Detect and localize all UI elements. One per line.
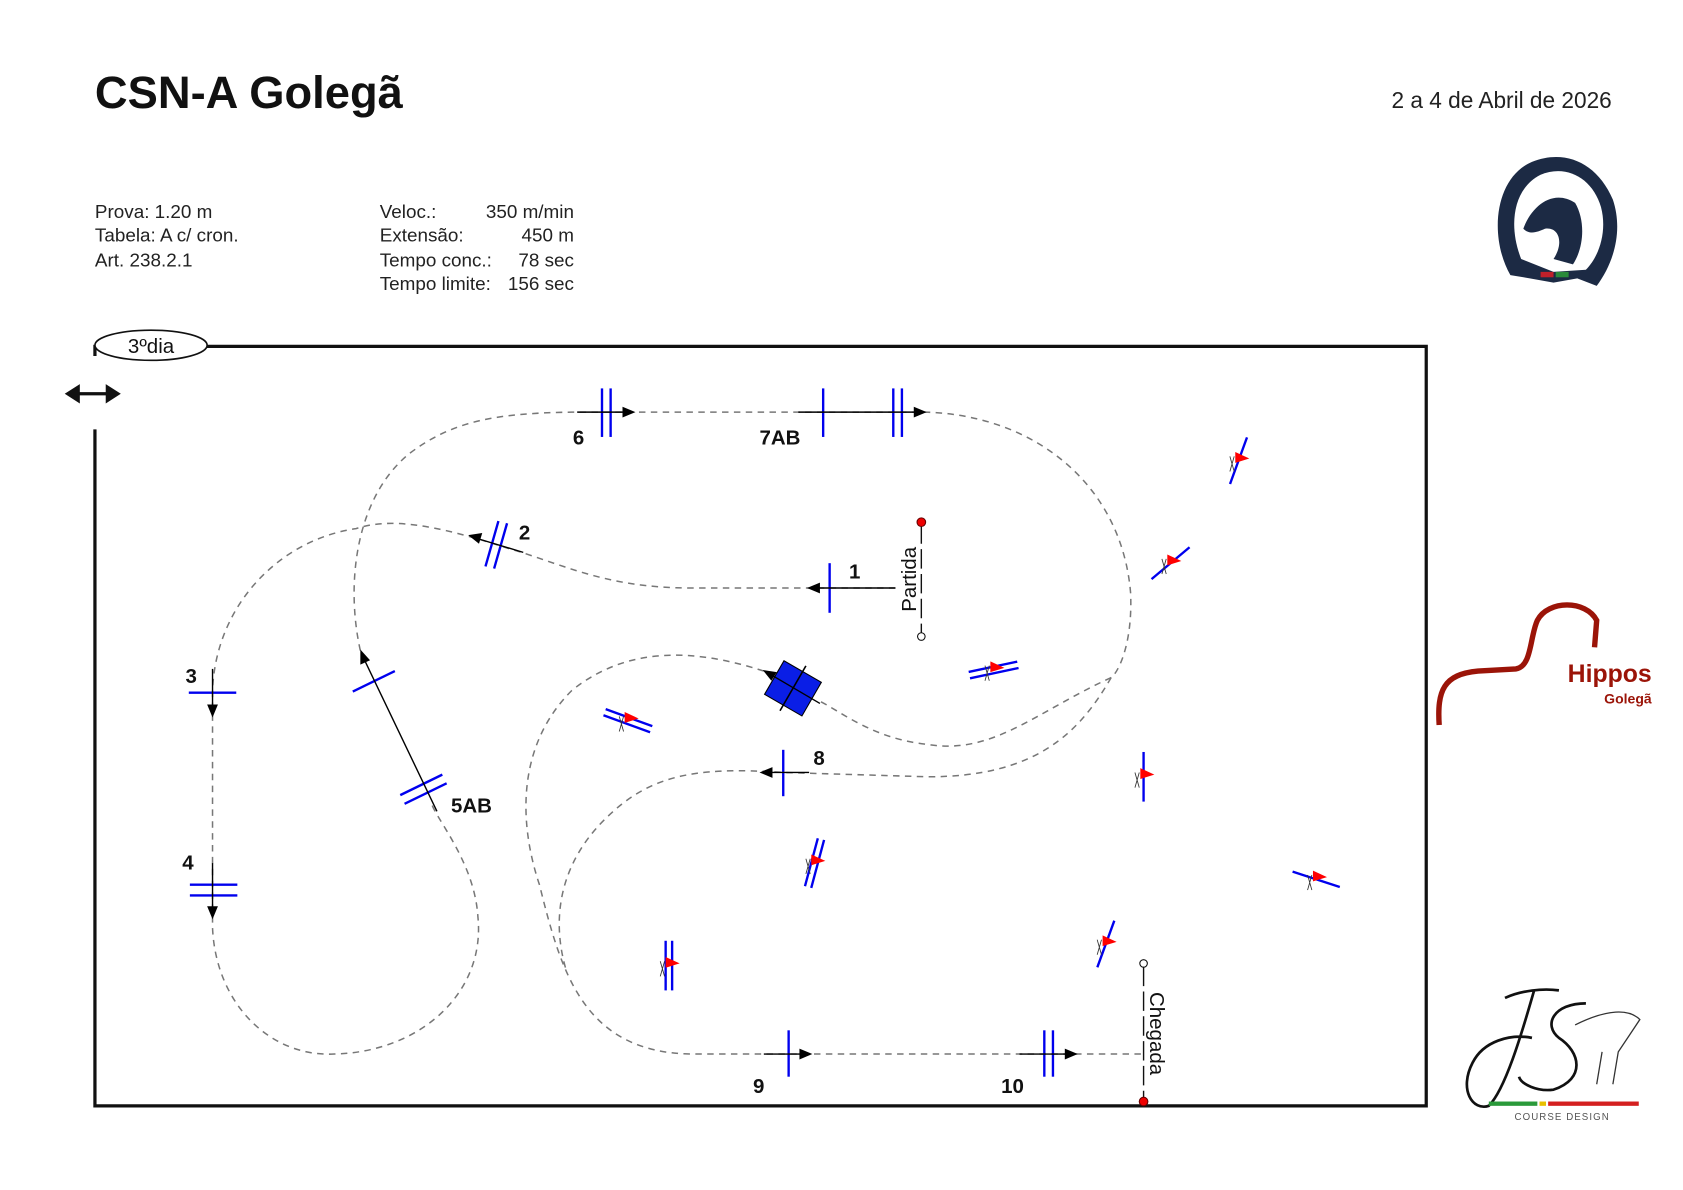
- hippos-subtitle: Golegã: [1604, 690, 1652, 706]
- spare-fences: [603, 436, 1341, 991]
- fence-2: 2: [468, 520, 530, 569]
- hippos-logo: Hippos Golegã: [1436, 602, 1652, 726]
- info-value: 78 sec: [518, 249, 574, 270]
- day-label: 3ºdia: [128, 335, 175, 358]
- finish-line: Chegada: [1138, 959, 1168, 1107]
- info-value: 450 m: [522, 225, 574, 246]
- flag-stand-icon: [659, 961, 665, 977]
- fence-7ab: 7AB: [760, 388, 927, 450]
- flag-stand-icon: [1161, 558, 1167, 575]
- fence-label: 4: [182, 852, 194, 875]
- fence-label: 7AB: [760, 427, 801, 450]
- flag-stand-icon: [805, 858, 811, 875]
- flag-stand-icon: [984, 665, 990, 681]
- info-label: Extensão:: [380, 225, 464, 246]
- flag-icon: [1102, 935, 1117, 947]
- info-tabela: Tabela: A c/ cron.: [95, 225, 239, 246]
- water-arrowhead: [762, 669, 777, 681]
- day-badge: [94, 329, 208, 362]
- start-line: Partida: [898, 517, 927, 641]
- fence-label: 2: [519, 521, 530, 544]
- fence-5ab: 5AB: [352, 649, 492, 817]
- flag-stand-icon: [618, 716, 624, 732]
- flag-icon: [1235, 452, 1250, 463]
- fence-10: 10: [1001, 1030, 1078, 1098]
- info-art: Art. 238.2.1: [95, 249, 193, 270]
- designer-text: COURSE DESIGN: [1515, 1112, 1610, 1123]
- fence-6: 6: [573, 388, 636, 450]
- entrance-double-arrow-icon: [64, 384, 121, 404]
- fence-4: 4: [182, 852, 238, 920]
- fence-label: 8: [813, 747, 824, 770]
- event-date: 2 a 4 de Abril de 2026: [1391, 87, 1611, 113]
- flag-stand-icon: [1134, 772, 1140, 788]
- info-left: Prova: 1.20 m Tabela: A c/ cron. Art. 23…: [95, 201, 239, 271]
- fence-label: 3: [186, 665, 197, 688]
- info-label: Veloc.:: [380, 201, 437, 222]
- info-right: Veloc.: 350 m/min Extensão: 450 m Tempo …: [380, 201, 574, 294]
- fence-label: 9: [753, 1075, 764, 1098]
- finish-label: Chegada: [1145, 992, 1168, 1076]
- fence-3: 3: [186, 665, 237, 718]
- fence-label: 6: [573, 427, 584, 450]
- flag-icon: [1167, 554, 1182, 566]
- page-title: CSN-A Golegã: [95, 67, 404, 118]
- fence-label: 5AB: [451, 794, 492, 817]
- info-label: Tempo conc.:: [380, 249, 492, 270]
- info-prova: Prova: 1.20 m: [95, 201, 212, 222]
- flag-stand-icon: [1096, 939, 1102, 955]
- flag-icon: [990, 661, 1005, 673]
- fence-label: 10: [1001, 1075, 1024, 1098]
- water-arrow: [769, 673, 821, 705]
- fence-9: 9: [753, 1030, 813, 1098]
- flag-icon: [1140, 768, 1155, 779]
- flag-icon: [811, 854, 826, 866]
- info-value: 350 m/min: [486, 201, 574, 222]
- flag-stand-icon: [1307, 874, 1313, 891]
- info-label: Tempo limite:: [380, 273, 491, 294]
- fep-logo: [1497, 156, 1618, 286]
- flag-icon: [624, 712, 639, 723]
- arena: 3ºdia: [64, 329, 1428, 1108]
- start-label: Partida: [898, 546, 921, 612]
- info-value: 156 sec: [508, 273, 574, 294]
- course-track: [211, 411, 1144, 1055]
- hippos-title: Hippos: [1568, 661, 1652, 688]
- designer-logo: COURSE DESIGN: [1465, 988, 1641, 1123]
- flag-icon: [665, 956, 680, 968]
- fence-8: 8: [759, 747, 825, 797]
- fence-1: 1: [806, 560, 896, 613]
- flag-icon: [1312, 870, 1327, 882]
- flag-stand-icon: [1229, 456, 1235, 472]
- fence-label: 1: [849, 560, 860, 583]
